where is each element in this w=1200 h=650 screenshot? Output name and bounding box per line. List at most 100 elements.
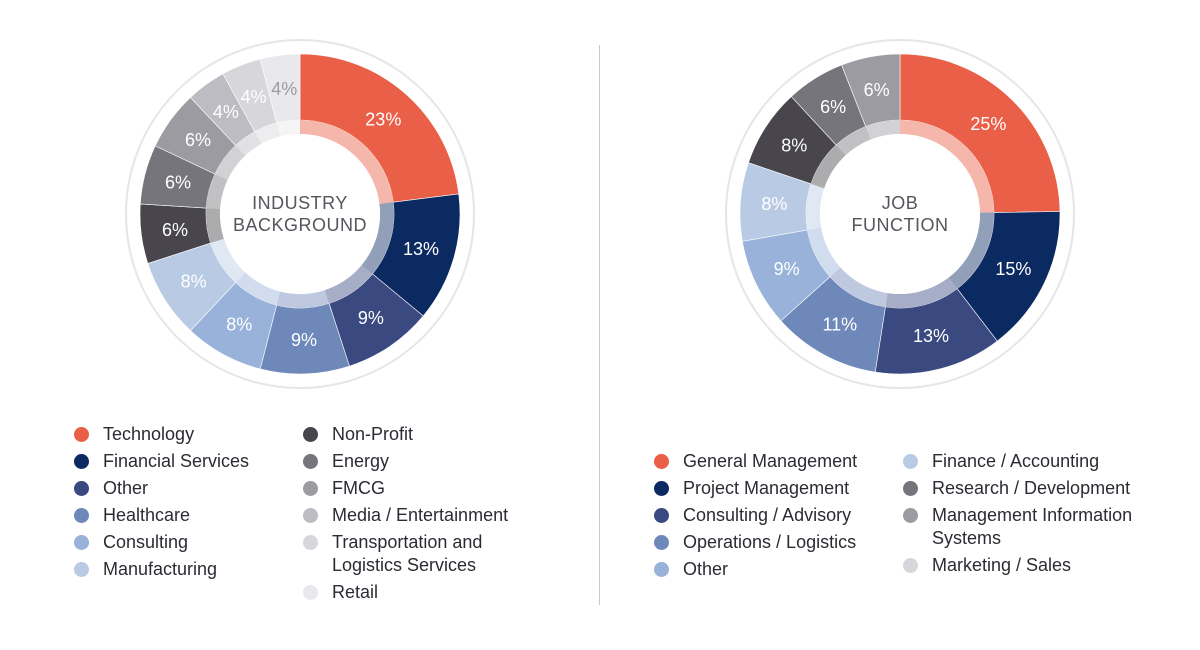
industry-center-title-line-2: BACKGROUND — [233, 215, 367, 235]
legend-label: Non-Profit — [332, 424, 414, 444]
industry-slice-retail — [259, 53, 301, 124]
industry-slice-consulting-inner-band — [235, 272, 281, 306]
legend-swatch — [654, 508, 669, 523]
job-function-center-title-line-1: JOB — [882, 193, 919, 213]
legend-swatch — [654, 481, 669, 496]
legend-label: Marketing / Sales — [932, 555, 1072, 575]
legend-swatch — [903, 454, 918, 469]
job-function-slice-general-management — [899, 53, 1061, 213]
industry-slice-label-healthcare: 9% — [291, 330, 317, 350]
legend-swatch — [74, 535, 89, 550]
industry-slice-label-other: 9% — [358, 308, 384, 328]
legend-label: Technology — [103, 424, 195, 444]
industry-slice-media-entertainment-inner-band — [235, 131, 262, 156]
industry-slice-label-financial-services: 13% — [403, 239, 439, 259]
industry-slice-label-manufacturing: 8% — [181, 272, 207, 292]
legend-swatch — [654, 454, 669, 469]
legend-label: Consulting — [103, 532, 189, 552]
job-function-slice-label-research-development: 8% — [781, 135, 807, 155]
job-function-slice-marketing-sales-inner-band — [865, 120, 900, 140]
legend-swatch — [74, 481, 89, 496]
legend-label: Logistics Services — [332, 555, 477, 575]
industry-slice-non-profit-inner-band — [206, 208, 224, 244]
industry-slice-healthcare-inner-band — [276, 290, 330, 308]
legend-swatch — [903, 508, 918, 523]
job-function-slice-other-inner-band — [807, 227, 841, 277]
legend-swatch — [303, 481, 318, 496]
industry-legend-item-non-profit: Non-Profit — [303, 423, 508, 446]
industry-slice-energy-inner-band — [206, 173, 228, 209]
job-function-legend-item-research-development: Research / Development — [903, 477, 1132, 500]
industry-legend-item-healthcare: Healthcare — [74, 504, 249, 527]
industry-slice-label-fmcg: 6% — [185, 130, 211, 150]
legend-swatch — [903, 481, 918, 496]
legend-label: Healthcare — [103, 505, 191, 525]
job-function-slice-project-management-inner-band — [948, 212, 994, 289]
job-function-center-hole — [820, 134, 980, 294]
industry-slice-financial-services-inner-band — [361, 202, 395, 274]
legend-label: General Management — [683, 451, 858, 471]
job-function-slice-label-operations-logistics: 11% — [822, 315, 857, 335]
job-function-legend-item-management-information-systems: Management Information Systems — [903, 504, 1132, 550]
legend-swatch — [74, 508, 89, 523]
legend-label: Systems — [932, 528, 1002, 548]
industry-legend-item-consulting: Consulting — [74, 531, 249, 554]
job-function-legend-item-project-management: Project Management — [654, 477, 857, 500]
legend-label: Transportation and — [332, 532, 483, 552]
job-function-legend-col-1: General Management Project Management Cons… — [654, 450, 857, 585]
legend-swatch — [654, 562, 669, 577]
legend-label: Research / Development — [932, 478, 1131, 498]
job-function-legend-item-general-management: General Management — [654, 450, 857, 473]
legend-label: Financial Services — [103, 451, 250, 471]
legend-label: Finance / Accounting — [932, 451, 1100, 471]
job-function-slice-label-finance-accounting: 8% — [761, 194, 787, 214]
job-function-legend-item-operations-logistics: Operations / Logistics — [654, 531, 857, 554]
industry-slice-label-retail: 4% — [271, 79, 297, 99]
industry-slice-label-transportation-and-logistics-services: 4% — [241, 87, 267, 107]
industry-slice-label-energy: 6% — [165, 173, 191, 193]
industry-center-title-line-1: INDUSTRY — [252, 193, 348, 213]
legend-label: Management Information — [932, 505, 1133, 525]
industry-slice-other-inner-band — [324, 264, 373, 304]
job-function-slice-label-consulting-advisory: 13% — [913, 326, 949, 346]
legend-swatch — [303, 535, 318, 550]
industry-legend-item-technology: Technology — [74, 423, 249, 446]
industry-slice-label-non-profit: 6% — [162, 220, 188, 240]
job-function-center-title-line-2: FUNCTION — [852, 215, 949, 235]
job-function-slice-general-management-inner-band — [900, 120, 994, 213]
job-function-slice-operations-logistics-inner-band — [830, 267, 888, 307]
industry-slice-technology — [299, 53, 460, 203]
legend-swatch — [654, 535, 669, 550]
legend-swatch — [303, 427, 318, 442]
industry-legend-item-retail: Retail — [303, 581, 508, 604]
industry-legend-item-fmcg: FMCG — [303, 477, 508, 500]
industry-legend-item-financial-services: Financial Services — [74, 450, 249, 473]
industry-slice-fmcg-inner-band — [214, 145, 246, 180]
job-function-slice-label-general-management: 25% — [970, 114, 1006, 134]
job-function-legend-item-consulting-advisory: Consulting / Advisory — [654, 504, 857, 527]
job-function-slice-consulting-advisory-inner-band — [885, 277, 958, 308]
job-function-slice-label-management-information-systems: 6% — [820, 97, 846, 117]
legend-label: Consulting / Advisory — [683, 505, 852, 525]
job-function-legend-item-finance-accounting: Finance / Accounting — [903, 450, 1132, 473]
job-function-slice-label-other: 9% — [774, 259, 800, 279]
legend-label: Other — [103, 478, 149, 498]
industry-slice-retail-inner-band — [276, 120, 300, 137]
industry-slice-technology-inner-band — [300, 120, 394, 204]
legend-label: Project Management — [683, 478, 850, 498]
job-function-slice-management-information-systems-inner-band — [836, 126, 871, 156]
industry-legend-col-1: Technology Financial Services Other Healthc… — [74, 423, 249, 585]
legend-swatch — [303, 454, 318, 469]
job-function-legend-col-2: Finance / Accounting Research / Developme… — [903, 450, 1132, 581]
industry-slice-label-media-entertainment: 4% — [213, 102, 239, 122]
industry-legend-item-media-entertainment: Media / Entertainment — [303, 504, 508, 527]
job-function-legend-item-marketing-sales: Marketing / Sales — [903, 554, 1132, 577]
industry-slice-manufacturing-inner-band — [210, 238, 246, 283]
job-function-slice-label-marketing-sales: 6% — [864, 80, 890, 100]
legend-swatch — [303, 508, 318, 523]
job-function-legend-item-other: Other — [654, 558, 857, 581]
job-function-slice-finance-accounting-inner-band — [806, 183, 825, 231]
industry-donut-chart: 23%13%9%9%8%8%6%6%6%4%4% 4%INDUSTRYBACKGR… — [125, 39, 475, 389]
legend-swatch — [74, 454, 89, 469]
